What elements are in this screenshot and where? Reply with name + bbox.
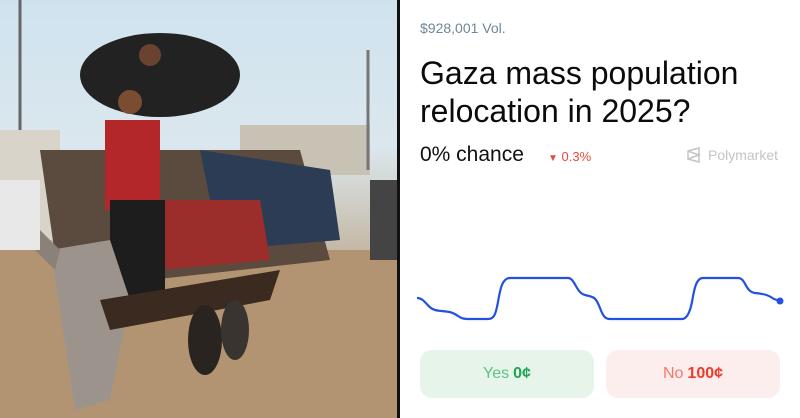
brand: Polymarket [686,147,778,163]
no-price: 100¢ [687,365,724,382]
divider [397,0,400,418]
brand-name: Polymarket [708,147,779,163]
sparkline-path [416,276,781,321]
market-title[interactable]: Gaza mass population relocation in 2025? [420,55,739,129]
market-card[interactable]: $928,001 Vol. Gaza mass population reloc… [400,0,800,418]
no-label: No [662,365,684,382]
chance: 0% chance [420,143,524,166]
price-sparkline [416,276,784,321]
buy-yes-button[interactable]: Yes 0¢ [420,350,594,398]
triangle-down-icon: ▼ [548,153,558,164]
change-value: 0.3% [561,149,592,164]
polymarket-logo-icon [687,147,702,163]
yes-label: Yes [483,365,510,382]
change-indicator: ▼ 0.3% [548,149,591,164]
sparkline-endpoint [776,297,784,305]
buy-no-button[interactable]: No 100¢ [606,350,780,398]
volume: $928,001 Vol. [420,20,506,36]
yes-price: 0¢ [513,365,531,382]
news-photo [0,0,397,418]
